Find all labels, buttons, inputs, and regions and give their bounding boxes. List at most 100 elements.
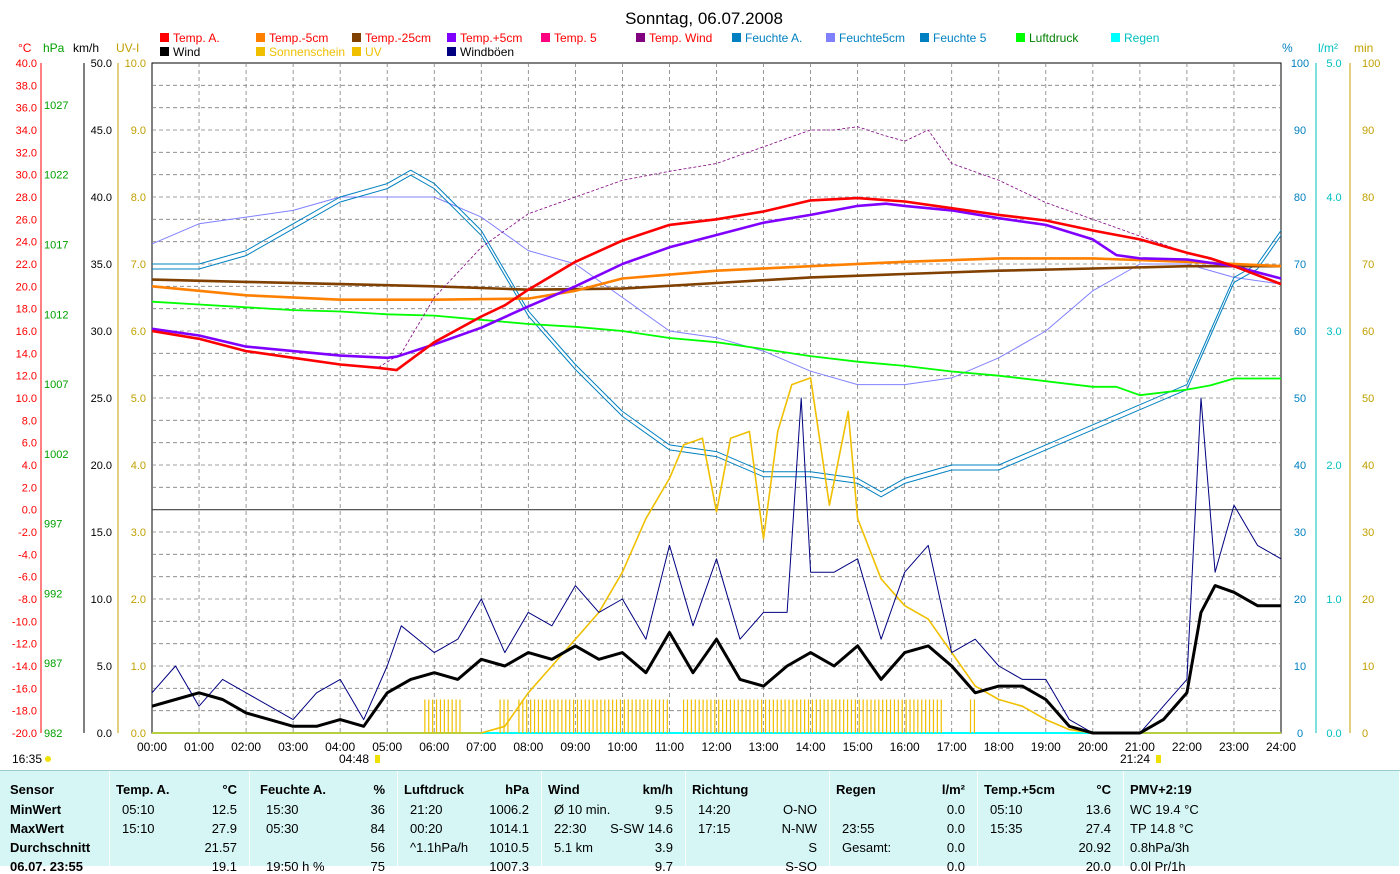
time-tick-label: 12:00 [701, 740, 731, 754]
stats-label-min: MinWert [10, 802, 62, 817]
temp-tick-label: 0.0 [22, 505, 37, 517]
temp-tick-label: 30.0 [16, 170, 37, 182]
stats-value: 27.4 [1085, 821, 1111, 836]
stats-time: 05:30 [266, 821, 299, 836]
stats-header: Temp. A. [116, 782, 170, 797]
time-tick-label: 09:00 [560, 740, 590, 754]
axis-header-temp: °C [18, 41, 32, 55]
legend-swatch [256, 47, 265, 56]
legend-swatch [352, 47, 361, 56]
humidity-tick-label: 40 [1294, 460, 1306, 472]
temp-tick-label: -4.0 [18, 549, 37, 561]
series-sonnenschein [424, 699, 976, 733]
legend-swatch [447, 47, 456, 56]
legend-label: Temp.+5cm [460, 31, 522, 45]
stats-header: Feuchte A. [260, 782, 326, 797]
time-tick-label: 17:00 [937, 740, 967, 754]
stats-column-feuchte-a: Feuchte A.% 15:30 36 05:30 84 56 19:50 h % 75 [254, 771, 398, 874]
series-temp-5cm [151, 202, 1282, 360]
stats-value: N-NW [781, 821, 817, 836]
stats-value: WC 19.4 °C [1130, 802, 1199, 817]
stats-time: ^1.1hPa/h [410, 840, 469, 855]
stats-time: 22:30 [554, 821, 587, 836]
temp-tick-label: 22.0 [16, 259, 37, 271]
stats-time: 5.1 km [554, 840, 594, 855]
stats-value: 12.5 [211, 802, 237, 817]
stats-value: 75 [370, 859, 385, 874]
stats-sensor-header: Sensor [10, 782, 55, 797]
legend-swatch [826, 33, 835, 42]
uv-tick-label: 8.0 [131, 192, 146, 204]
stats-value: 0.0 [946, 802, 965, 817]
stats-column-wind: Wind km/h Ø 10 min. 9.5 22:30 S-SW 14.6 5.1 km… [542, 771, 686, 874]
sun-tick-label: 30 [1362, 527, 1374, 539]
axis-header-sun: min [1354, 41, 1373, 55]
time-tick-label: 00:00 [137, 740, 167, 754]
sun-tick-label: 40 [1362, 460, 1374, 472]
uv-tick-label: 9.0 [131, 125, 146, 137]
series-temp-5cm [151, 257, 1282, 302]
time-tick-label: 04:00 [325, 740, 355, 754]
humidity-tick-label: 100 [1291, 58, 1309, 70]
series-luftdruck [151, 300, 1281, 397]
stats-unit: km/h [642, 782, 673, 797]
legend: Temp. A. Temp.-5cm Temp.-25cm Temp.+5cm Temp… [160, 31, 1159, 59]
stats-header: Wind [548, 782, 580, 797]
stats-value: O-NO [783, 802, 817, 817]
stats-value: 3.9 [654, 840, 673, 855]
sun-tick-label: 50 [1362, 393, 1374, 405]
stats-unit: °C [1096, 782, 1111, 797]
stats-time: 05:10 [990, 802, 1023, 817]
time-tick-label: 10:00 [607, 740, 637, 754]
humidity-tick-label: 80 [1294, 192, 1306, 204]
stats-column-temp-a: Temp. A. °C 05:10 12.5 15:10 27.9 21.57 19.1 [110, 771, 250, 874]
stats-value: 19.1 [211, 859, 237, 874]
stats-unit: °C [222, 782, 237, 797]
temp-tick-label: -8.0 [18, 594, 37, 606]
stats-label-max: MaxWert [10, 821, 64, 836]
stats-unit: l/m² [941, 782, 965, 797]
stats-column-pmv: PMV+2:19 WC 19.4 °C TP 14.8 °C 0.8hPa/3h 0.0… [1124, 771, 1400, 874]
pressure-tick-label: 987 [44, 658, 62, 670]
stats-value: 84 [370, 821, 385, 836]
pressure-tick-label: 1012 [44, 309, 68, 321]
sunrise-marker [375, 755, 380, 763]
rain-tick-label: 2.0 [1326, 460, 1341, 472]
stats-value: 13.6 [1085, 802, 1111, 817]
time-tick-label: 14:00 [796, 740, 826, 754]
series-temp-a- [151, 196, 1282, 372]
humidity-tick-label: 10 [1294, 661, 1306, 673]
legend-label: Temp. A. [173, 31, 220, 45]
wind-tick-label: 5.0 [97, 661, 112, 673]
legend-swatch [541, 33, 550, 42]
wind-tick-label: 50.0 [91, 58, 112, 70]
legend-swatch [447, 33, 456, 42]
uv-tick-label: 4.0 [131, 460, 146, 472]
series-uv [152, 377, 1281, 734]
stats-time: 21:20 [410, 802, 443, 817]
stats-value: S-SW 14.6 [610, 821, 673, 836]
temp-tick-label: 20.0 [16, 281, 37, 293]
stats-sensor-column: Sensor MinWert MaxWert Durchschnitt 06.0… [0, 771, 110, 874]
stats-column-regen: Regen l/m² 0.0 23:55 0.0 Gesamt: 0.0 0.0 [830, 771, 978, 874]
temp-tick-label: -2.0 [18, 527, 37, 539]
stats-time: 05:10 [122, 802, 155, 817]
stats-column-richtung: Richtung 14:20 O-NO 17:15 N-NW S S-SO [686, 771, 830, 874]
stats-value: 20.92 [1078, 840, 1111, 855]
pressure-tick-label: 1017 [44, 239, 68, 251]
legend-label: Luftdruck [1029, 31, 1079, 45]
time-tick-label: 18:00 [984, 740, 1014, 754]
stats-time: 00:20 [410, 821, 443, 836]
legend-label: Temp. Wind [649, 31, 712, 45]
temp-tick-label: 32.0 [16, 147, 37, 159]
stats-value: 1007.3 [489, 859, 529, 874]
temp-tick-label: 34.0 [16, 125, 37, 137]
stats-value: 1010.5 [489, 840, 529, 855]
temp-tick-label: -6.0 [18, 572, 37, 584]
stats-time: 17:15 [698, 821, 731, 836]
stats-value: 9.7 [654, 859, 673, 874]
axis-header-pressure: hPa [43, 41, 65, 55]
stats-value: 36 [370, 802, 385, 817]
uv-tick-label: 7.0 [131, 259, 146, 271]
temp-tick-label: 12.0 [16, 371, 37, 383]
